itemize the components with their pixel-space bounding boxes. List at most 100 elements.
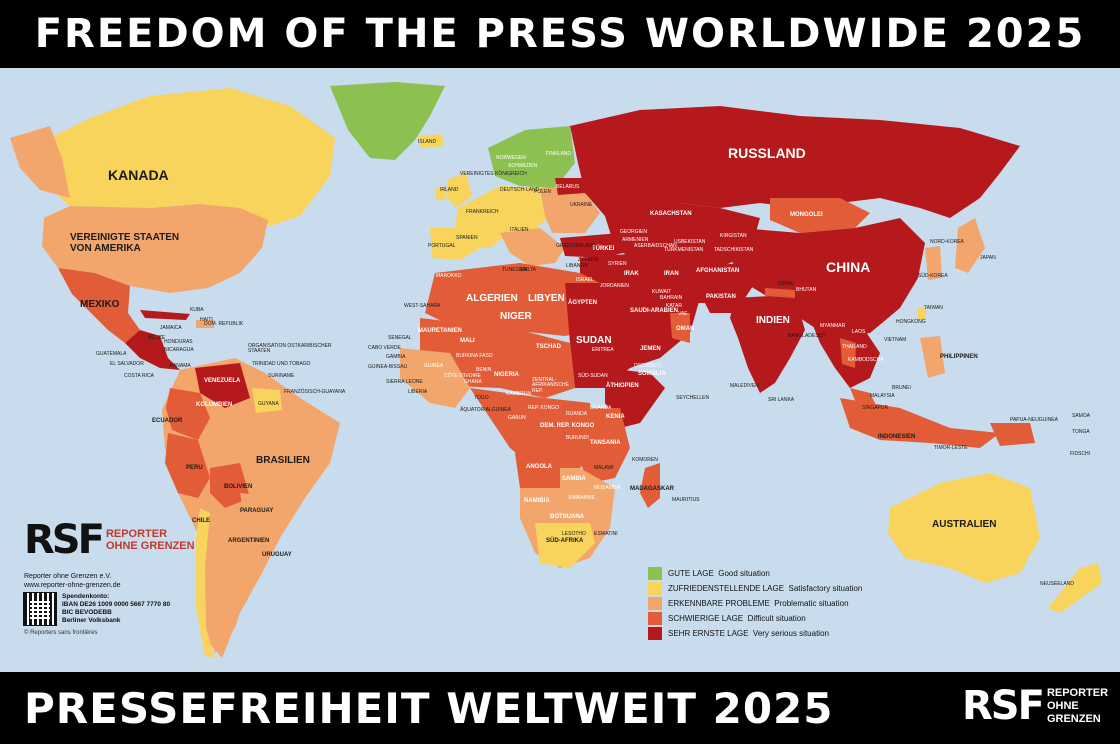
region-australia — [888, 473, 1040, 583]
region-argentina — [205, 513, 268, 653]
bank-title: Spendenkonto: — [62, 593, 110, 600]
label-mexiko: MEXIKO — [80, 299, 120, 310]
region-iran — [640, 250, 710, 303]
label-argentinien: ARGENTINIEN — [228, 538, 270, 544]
region-japan — [955, 218, 985, 273]
label-indien: INDIEN — [756, 315, 790, 326]
label-samoa: SAMOA — [1072, 413, 1091, 419]
region-scandinavia — [488, 126, 575, 188]
label-el-salvador: EL SALVADOR — [110, 361, 144, 367]
label-simbabwe: SIMBABWE — [568, 495, 595, 501]
rsf-url[interactable]: www.reporter-ohne-grenzen.de — [24, 582, 121, 589]
label-suedafrika: SÜD-AFRIKA — [546, 538, 584, 544]
label-suriname: SURINAME — [268, 373, 295, 379]
legend-swatch-difficult — [648, 612, 662, 625]
label-libyen: LIBYEN — [528, 293, 565, 304]
label-israel: ISRAEL — [576, 277, 594, 283]
label-saudi: SAUDI-ARABIEN — [630, 308, 678, 314]
label-tuerkei: TÜRKEI — [592, 246, 615, 252]
legend-swatch-very-serious — [648, 627, 662, 640]
world-map: KANADA VEREINIGTE STAATEN VON AMERIKA ME… — [0, 68, 1120, 672]
label-katar: KATAR — [666, 303, 682, 309]
label-bhutan: BHUTAN — [796, 287, 817, 293]
legend-swatch-good — [648, 567, 662, 580]
legend: GUTE LAGE Good situation ZUFRIEDENSTELLE… — [648, 566, 862, 641]
page-title: FREEDOM OF THE PRESS WORLDWIDE 2025 — [34, 11, 1086, 57]
label-mauritius: MAURITIUS — [672, 497, 700, 503]
label-chile: CHILE — [192, 518, 210, 524]
label-tschad: TSCHAD — [536, 344, 561, 350]
label-liberia: LIBERIA — [408, 389, 428, 395]
label-uk: VEREINIGTES KÖNIGREICH — [460, 171, 527, 177]
label-kasachstan: KASACHSTAN — [650, 211, 692, 217]
label-marokko: MAROKKO — [436, 273, 462, 279]
rsf-logo-line2: OHNE GRENZEN — [105, 540, 195, 552]
label-tadschikistan: TADSCHIKISTAN — [714, 247, 754, 253]
bank-details: Spendenkonto: IBAN DE26 1009 0000 5667 7… — [62, 593, 170, 625]
label-suedkorea: SÜD-KOREA — [918, 273, 948, 279]
label-zar: ZENTRAL-AFRIKANISCHE REP. — [532, 377, 569, 394]
footer-logo-text: REPORTER OHNE GRENZEN — [1047, 687, 1120, 726]
region-uk — [446, 172, 472, 208]
legend-swatch-problematic — [648, 597, 662, 610]
label-niger: NIGER — [500, 311, 532, 322]
label-somalia: SOMALIA — [638, 371, 666, 377]
label-brasilien: BRASILIEN — [256, 455, 310, 466]
legend-label-problematic: ERKENNBARE PROBLEME Problematic situatio… — [668, 599, 849, 608]
region-hispaniola — [196, 320, 214, 328]
copyright: © Reporters sans frontières — [24, 630, 98, 636]
label-tonga: TONGA — [1072, 429, 1090, 435]
region-turkey — [560, 233, 640, 258]
region-iberia — [430, 228, 480, 260]
label-ruanda: RUANDA — [566, 411, 588, 417]
header-bar: FREEDOM OF THE PRESS WORLDWIDE 2025 — [0, 0, 1120, 68]
label-belarus: BELARUS — [556, 184, 580, 190]
region-india — [730, 296, 805, 393]
label-afghanistan: AFGHANISTAN — [696, 268, 740, 274]
label-paraguay: PARAGUAY — [240, 508, 274, 514]
label-pakistan: PAKISTAN — [706, 294, 736, 300]
region-ireland — [436, 186, 446, 200]
label-dom-rep: DOM. REPUBLIK — [204, 321, 244, 327]
label-fidschi: FIDSCHI — [1070, 451, 1090, 457]
label-venezuela: VENEZUELA — [204, 378, 241, 384]
label-guinea: GUINEA — [424, 363, 444, 369]
bank-name: Berliner Volksbank — [62, 617, 121, 624]
region-korea — [925, 246, 942, 280]
label-fr-guayana: FRANZÖSISCH-GUAYANA — [284, 389, 346, 395]
footer-logo: RSF REPORTER OHNE GRENZEN — [962, 686, 1120, 726]
footer-bar: PRESSEFREIHEIT WELTWEIT 2025 RSF REPORTE… — [0, 672, 1120, 744]
label-eswatini: ESWATINI — [594, 531, 618, 537]
label-myanmar: MYANMAR — [820, 323, 846, 329]
label-kuwait: KUWAIT — [652, 289, 672, 295]
label-spanien: SPANIEN — [456, 235, 478, 241]
legend-swatch-satisfactory — [648, 582, 662, 595]
label-irak: IRAK — [624, 271, 639, 277]
label-west-sahara: WEST-SAHARA — [404, 303, 441, 309]
label-libanon: LIBANON — [566, 263, 588, 269]
label-iran: IRAN — [664, 271, 679, 277]
region-belarus — [555, 178, 585, 195]
region-south-africa — [535, 523, 595, 568]
label-italien: ITALIEN — [510, 227, 529, 233]
label-kolumbien: KOLUMBIEN — [196, 402, 233, 408]
region-egypt-sudan — [565, 283, 630, 388]
label-gabun: GABUN — [508, 415, 526, 421]
rsf-logo-block: RSF REPORTER OHNE GRENZEN — [24, 520, 195, 560]
label-nigeria: NIGERIA — [494, 372, 520, 378]
label-sambia: SAMBIA — [562, 476, 586, 482]
label-japan: JAPAN — [980, 255, 996, 261]
label-lesotho: LESOTHO — [562, 531, 586, 537]
legend-item-good: GUTE LAGE Good situation — [648, 566, 862, 581]
label-brunei: BRUNEI — [892, 385, 911, 391]
label-vietnam: VIETNAM — [884, 337, 907, 343]
qr-code-icon[interactable] — [23, 592, 57, 626]
legend-label-very-serious: SEHR ERNSTE LAGE Very serious situation — [668, 629, 829, 638]
label-jemen: JEMEN — [640, 346, 661, 352]
bank-bic: BIC BEVODEBB — [62, 609, 112, 616]
region-central-africa — [470, 388, 600, 473]
label-cote: CÔTE D'IVOIRE — [444, 373, 481, 379]
label-guatemala: GUATEMALA — [96, 351, 127, 357]
label-sri-lanka: SRI LANKA — [768, 397, 795, 403]
label-gambia: GAMBIA — [386, 354, 406, 360]
